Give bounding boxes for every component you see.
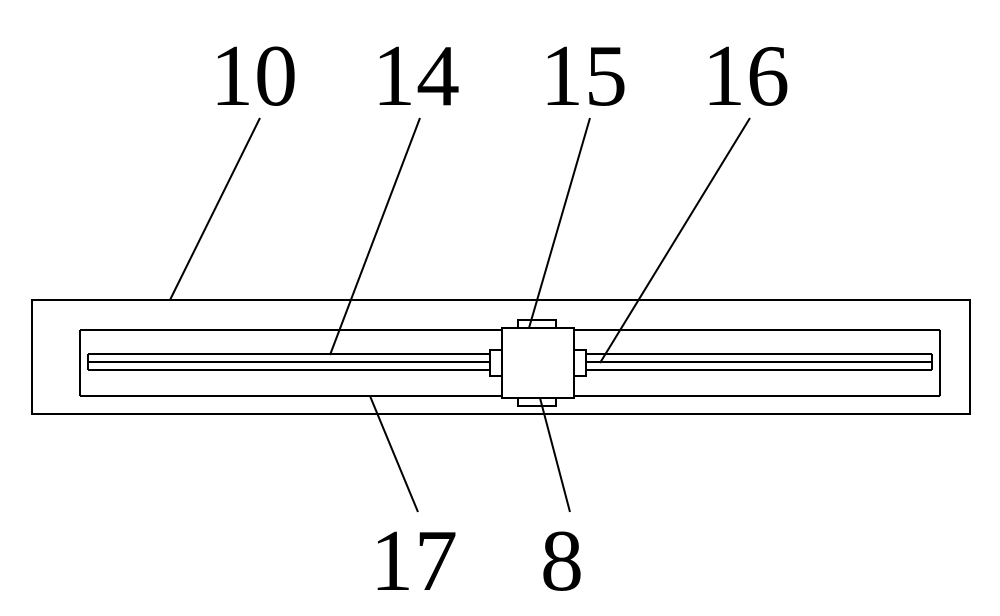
label-lbl17: 17	[370, 513, 458, 610]
callout-labels: 10 14 15 16 17 8	[210, 28, 790, 610]
label-lbl15: 15	[540, 28, 628, 125]
leader-ldr15	[529, 118, 590, 328]
leader-ldr10	[170, 118, 260, 300]
leader-ldr16	[600, 118, 750, 363]
mechanical-figure	[32, 300, 970, 414]
tab-right	[574, 350, 586, 376]
tab-top	[518, 320, 556, 328]
center-block	[502, 328, 574, 398]
label-lbl10: 10	[210, 28, 298, 125]
leader-ldr14	[330, 118, 420, 355]
label-lbl14: 14	[372, 28, 460, 125]
label-lbl8: 8	[540, 513, 584, 610]
diagram-canvas: 10 14 15 16 17 8	[0, 0, 1000, 616]
label-lbl16: 16	[702, 28, 790, 125]
tab-bottom	[518, 398, 556, 406]
tab-left	[490, 350, 502, 376]
leader-lines	[170, 118, 750, 512]
leader-ldr8	[540, 398, 570, 512]
